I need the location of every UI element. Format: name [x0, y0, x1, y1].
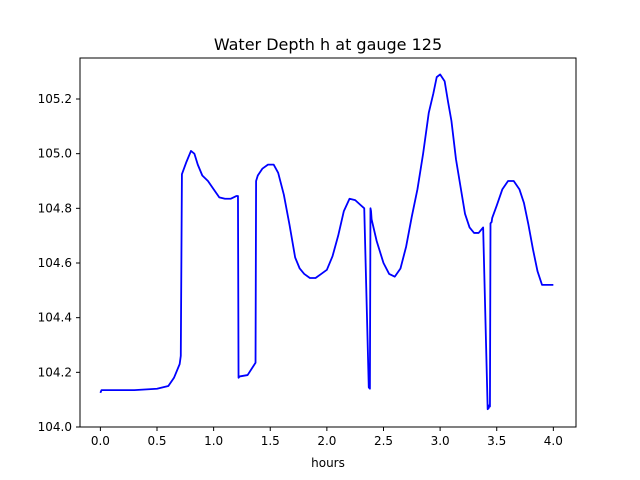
x-axis: 0.0 0.5 1.0 1.5 2.0 2.5 3.0 3.5 4.0 [91, 427, 563, 448]
y-tick-label: 104.2 [38, 365, 72, 379]
x-tick-label: 2.5 [374, 434, 393, 448]
x-tick-label: 3.0 [431, 434, 450, 448]
y-tick-label: 104.6 [38, 256, 72, 270]
y-tick-label: 105.0 [38, 147, 72, 161]
x-tick-label: 1.0 [204, 434, 223, 448]
x-tick-label: 2.0 [317, 434, 336, 448]
plot-area [79, 57, 577, 428]
y-axis: 104.0 104.2 104.4 104.6 104.8 105.0 105.2 [38, 92, 80, 434]
x-tick-label: 1.5 [261, 434, 280, 448]
y-tick-label: 105.2 [38, 92, 72, 106]
x-tick-label: 0.0 [91, 434, 110, 448]
x-tick-label: 4.0 [544, 434, 563, 448]
y-tick-label: 104.0 [38, 420, 72, 434]
plot-frame [79, 57, 577, 428]
y-tick-label: 104.4 [38, 311, 72, 325]
series-line [99, 73, 554, 411]
x-tick-label: 3.5 [487, 434, 506, 448]
x-axis-label: hours [311, 456, 345, 470]
x-tick-label: 0.5 [147, 434, 166, 448]
chart-title: Water Depth h at gauge 125 [214, 35, 442, 54]
y-tick-label: 104.8 [38, 201, 72, 215]
